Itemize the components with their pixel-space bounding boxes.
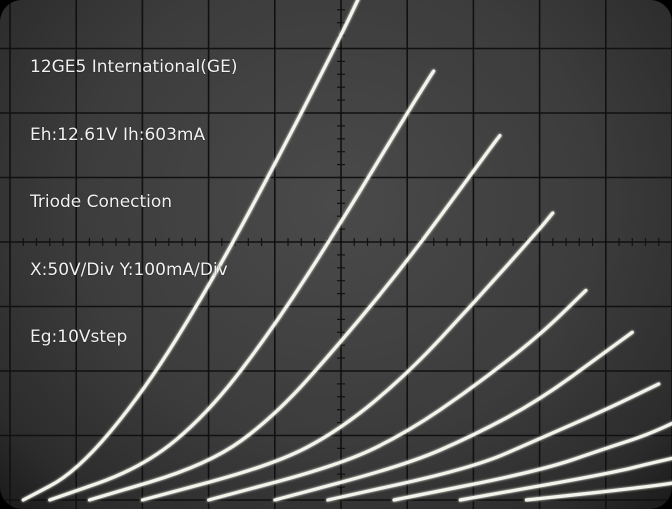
plate-curves (21, 0, 672, 502)
caption-scale: X:50V/Div Y:100mA/Div (30, 259, 228, 280)
caption-connection: Triode Conection (30, 192, 173, 212)
plate-curve-7 (326, 382, 661, 502)
plate-curve-8 (392, 421, 672, 502)
plate-curve-2 (48, 69, 436, 502)
plate-curve-10 (524, 481, 672, 502)
plate-curve-4 (140, 211, 555, 502)
caption-grid-step: Eg:10Vstep (30, 327, 128, 347)
plate-curve-1 (21, 0, 360, 502)
scope-caption: 12GE5 International(GE) Eh:12.61V Ih:603… (30, 11, 237, 394)
plate-curve-5 (207, 288, 588, 502)
plate-curve-3 (87, 133, 502, 502)
caption-heater: Eh:12.61V Ih:603mA (30, 124, 206, 145)
plate-curve-9 (458, 456, 672, 502)
plate-curve-6 (273, 330, 634, 502)
caption-tube-type: 12GE5 International(GE) (30, 57, 238, 77)
